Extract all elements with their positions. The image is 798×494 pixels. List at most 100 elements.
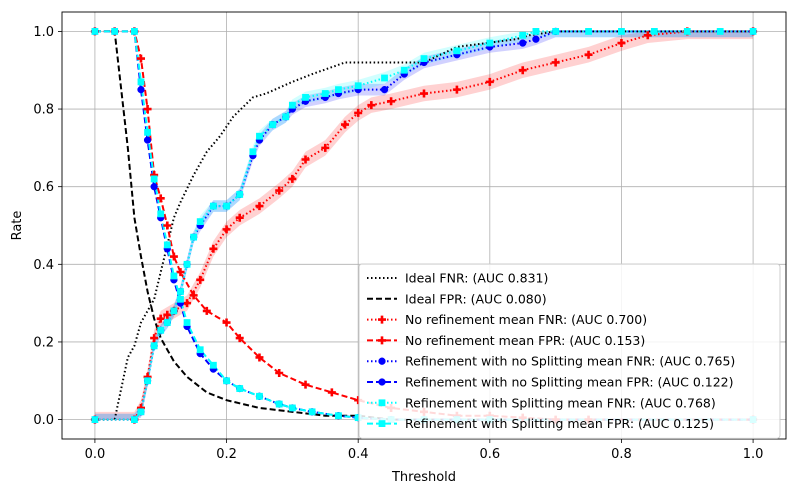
x-tick-label: 0.2 <box>216 447 237 462</box>
series-line-6 <box>94 30 754 421</box>
data-point <box>150 175 158 183</box>
data-point <box>176 268 185 277</box>
y-axis-ticks: 0.0 0.2 0.4 0.6 0.8 1.0 <box>33 25 62 428</box>
data-point <box>249 148 257 156</box>
data-point <box>255 353 264 362</box>
data-point <box>196 218 204 226</box>
legend-box <box>358 263 781 439</box>
data-point <box>163 241 171 249</box>
data-point <box>144 128 151 136</box>
data-point <box>177 288 184 295</box>
x-axis-ticks: 0.0 0.2 0.4 0.6 0.8 1.0 <box>85 439 764 462</box>
data-point <box>150 342 158 350</box>
data-point <box>144 377 151 385</box>
data-point <box>381 74 388 82</box>
data-point <box>400 66 408 74</box>
data-point <box>387 97 396 106</box>
data-point <box>452 85 461 94</box>
data-point <box>209 361 217 369</box>
data-point <box>308 408 316 416</box>
data-point <box>683 28 691 35</box>
data-point <box>131 416 138 423</box>
data-point <box>156 194 165 203</box>
data-point <box>420 55 428 62</box>
data-point <box>749 28 757 35</box>
y-tick-label: 0.2 <box>33 335 54 350</box>
data-point <box>532 28 540 35</box>
data-point <box>552 28 560 35</box>
y-axis-label: Rate <box>10 211 25 241</box>
legend-label-5: Refinement with no Splitting mean FNR: (… <box>405 354 735 369</box>
data-point <box>183 260 191 268</box>
data-point <box>255 202 264 211</box>
data-point <box>183 299 192 308</box>
data-point <box>137 78 145 86</box>
data-point <box>170 307 178 315</box>
data-point <box>288 101 296 109</box>
data-point <box>282 113 290 121</box>
data-point <box>189 291 198 300</box>
data-point <box>150 334 159 343</box>
x-tick-label: 1.0 <box>743 447 764 462</box>
data-point <box>275 186 284 195</box>
data-point <box>650 28 658 35</box>
legend-marker-5 <box>378 357 386 365</box>
y-tick-label: 0.4 <box>33 258 54 273</box>
data-point <box>222 225 231 234</box>
data-point <box>321 143 330 152</box>
data-point <box>341 120 350 129</box>
data-point <box>163 319 171 326</box>
data-point <box>91 28 99 35</box>
data-point <box>275 369 284 378</box>
series-line-1 <box>94 30 754 421</box>
data-point <box>236 191 244 198</box>
data-point <box>157 210 165 218</box>
data-point <box>288 404 296 412</box>
legend-label-8: Refinement with Splitting mean FPR: (AUC… <box>405 416 714 431</box>
data-point <box>156 314 165 323</box>
data-point <box>256 132 263 140</box>
data-point <box>302 94 309 101</box>
data-point <box>585 28 592 35</box>
data-point <box>256 392 263 400</box>
data-point <box>143 136 152 144</box>
data-point <box>321 90 329 97</box>
legend-label-1: Ideal FNR: (AUC 0.831) <box>405 271 548 286</box>
data-point <box>150 183 158 191</box>
x-tick-label: 0.8 <box>611 447 632 462</box>
data-point <box>91 416 99 423</box>
x-tick-label: 0.4 <box>348 447 369 462</box>
data-point <box>618 28 625 35</box>
data-point <box>170 272 178 280</box>
data-point <box>301 380 310 389</box>
data-point <box>202 306 211 315</box>
legend-marker-8 <box>378 420 386 427</box>
x-axis-label: Threshold <box>391 470 456 485</box>
data-point <box>551 58 560 67</box>
legend-label-2: Ideal FPR: (AUC 0.080) <box>405 291 547 306</box>
data-point <box>209 244 218 253</box>
legend-marker-7 <box>378 399 386 407</box>
data-point <box>163 310 172 319</box>
legend-label-6: Refinement with no Splitting mean FPR: (… <box>405 375 734 390</box>
y-tick-label: 0.0 <box>33 413 54 428</box>
data-point <box>380 85 389 94</box>
plot-frame <box>61 11 787 440</box>
x-tick-label: 0.6 <box>479 447 500 462</box>
x-tick-label: 0.0 <box>85 447 106 462</box>
y-tick-label: 0.6 <box>33 180 54 195</box>
data-point <box>275 400 283 408</box>
data-point <box>222 318 231 327</box>
legend-label-3: No refinement mean FNR: (AUC 0.700) <box>405 312 647 327</box>
data-point <box>223 377 230 385</box>
data-point <box>163 221 172 230</box>
data-point <box>190 233 198 241</box>
data-point <box>716 28 724 35</box>
data-point <box>367 101 376 110</box>
data-point <box>617 39 626 48</box>
data-point <box>288 174 297 183</box>
data-point <box>532 35 540 43</box>
data-point <box>137 85 145 94</box>
y-tick-label: 1.0 <box>33 25 54 40</box>
